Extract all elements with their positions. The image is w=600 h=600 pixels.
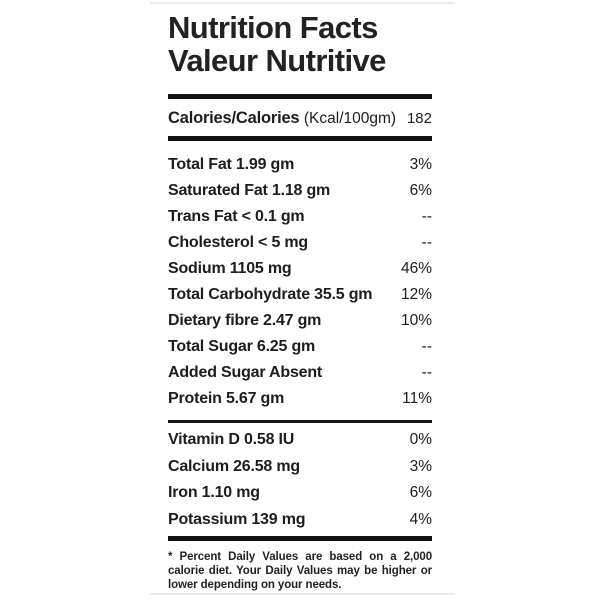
table-row: Calcium 26.58 mg 3% <box>168 454 432 481</box>
nutrient-daily-value: 11% <box>402 390 432 407</box>
micronutrient-rows: Vitamin D 0.58 IU 0% Calcium 26.58 mg 3%… <box>168 427 432 533</box>
nutrient-daily-value: 4% <box>409 510 432 528</box>
table-row: Vitamin D 0.58 IU 0% <box>168 427 432 454</box>
image-edge-top <box>150 2 455 4</box>
table-row: Trans Fat < 0.1 gm -- <box>168 204 432 230</box>
separator-bar-top <box>168 94 432 99</box>
daily-values-footnote: * Percent Daily Values are based on a 2,… <box>168 551 432 591</box>
nutrient-label: Iron 1.10 mg <box>168 484 260 502</box>
nutrient-daily-value: 3% <box>409 156 432 173</box>
nutrient-daily-value: 6% <box>409 484 432 502</box>
nutrient-label: Potassium 139 mg <box>168 510 306 528</box>
separator-line-above-vitamins <box>168 420 432 423</box>
nutrient-daily-value: -- <box>421 208 432 225</box>
nutrient-rows: Total Fat 1.99 gm 3% Saturated Fat 1.18 … <box>168 152 432 412</box>
calories-unit: (Kcal/100gm) <box>303 110 397 127</box>
table-row: Iron 1.10 mg 6% <box>168 480 432 507</box>
table-row: Potassium 139 mg 4% <box>168 507 432 534</box>
separator-bar-bottom <box>168 536 432 541</box>
table-row: Sodium 1105 mg 46% <box>168 256 432 282</box>
nutrient-daily-value: -- <box>421 338 432 355</box>
nutrient-daily-value: 0% <box>409 431 432 449</box>
table-row: Cholesterol < 5 mg -- <box>168 230 432 256</box>
nutrient-daily-value: 46% <box>400 260 432 277</box>
nutrient-label: Added Sugar Absent <box>168 364 323 381</box>
panel-title: Nutrition Facts Valeur Nutritive <box>168 11 432 77</box>
calories-label-group: Calories/Calories (Kcal/100gm) <box>168 108 396 129</box>
table-row: Total Carbohydrate 35.5 gm 12% <box>168 282 432 308</box>
nutrient-daily-value: -- <box>421 234 432 251</box>
title-line-french: Valeur Nutritive <box>168 43 386 78</box>
table-row: Added Sugar Absent -- <box>168 360 432 386</box>
nutrient-daily-value: -- <box>421 364 432 381</box>
title-line-english: Nutrition Facts <box>168 10 378 45</box>
table-row: Dietary fibre 2.47 gm 10% <box>168 308 432 334</box>
nutrient-label: Total Sugar 6.25 gm <box>168 338 316 355</box>
nutrient-label: Calcium 26.58 mg <box>168 457 300 475</box>
separator-bar-below-calories <box>168 136 432 141</box>
image-edge-bottom <box>150 593 455 595</box>
nutrient-label: Protein 5.67 gm <box>168 390 285 407</box>
table-row: Total Sugar 6.25 gm -- <box>168 334 432 360</box>
nutrition-facts-panel: Nutrition Facts Valeur Nutritive Calorie… <box>168 0 432 592</box>
table-row: Total Fat 1.99 gm 3% <box>168 152 432 178</box>
nutrient-label: Sodium 1105 mg <box>168 260 292 277</box>
nutrient-daily-value: 12% <box>400 286 432 303</box>
table-row: Protein 5.67 gm 11% <box>168 386 432 412</box>
nutrient-label: Trans Fat < 0.1 gm <box>168 208 305 225</box>
nutrient-daily-value: 3% <box>409 457 432 475</box>
nutrient-label: Dietary fibre 2.47 gm <box>168 312 322 329</box>
nutrient-label: Total Carbohydrate 35.5 gm <box>168 286 373 303</box>
nutrient-label: Saturated Fat 1.18 gm <box>168 182 331 199</box>
nutrient-label: Total Fat 1.99 gm <box>168 156 295 173</box>
nutrient-daily-value: 10% <box>400 312 432 329</box>
calories-label: Calories/Calories <box>168 109 300 127</box>
calories-value: 182 <box>406 110 432 127</box>
table-row: Saturated Fat 1.18 gm 6% <box>168 178 432 204</box>
calories-row: Calories/Calories (Kcal/100gm) 182 <box>168 108 432 129</box>
nutrient-label: Cholesterol < 5 mg <box>168 234 308 251</box>
nutrient-label: Vitamin D 0.58 IU <box>168 431 295 449</box>
nutrient-daily-value: 6% <box>409 182 432 199</box>
